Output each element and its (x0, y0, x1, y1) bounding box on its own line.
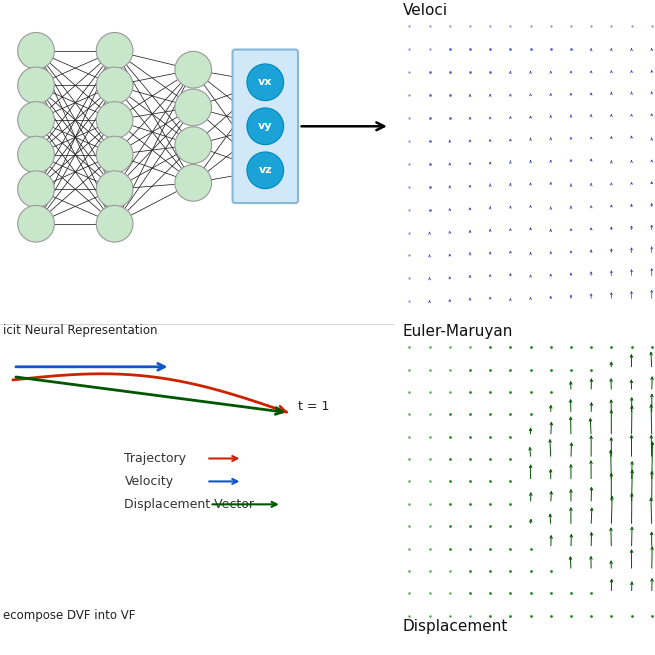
FancyBboxPatch shape (233, 50, 298, 203)
Circle shape (175, 89, 212, 126)
Circle shape (96, 33, 133, 69)
Text: vx: vx (258, 77, 272, 87)
Text: Trajectory: Trajectory (124, 452, 187, 465)
Text: t = 1: t = 1 (298, 400, 329, 413)
Circle shape (96, 136, 133, 173)
Circle shape (96, 67, 133, 103)
Text: Velocity: Velocity (124, 475, 174, 488)
Text: Veloci: Veloci (403, 3, 448, 18)
Circle shape (96, 102, 133, 138)
Circle shape (18, 67, 54, 103)
Text: vz: vz (259, 165, 272, 176)
Text: Displacement Vector: Displacement Vector (124, 498, 254, 511)
Text: Displacement: Displacement (403, 619, 508, 634)
Circle shape (247, 152, 284, 189)
Circle shape (175, 51, 212, 88)
Circle shape (18, 33, 54, 69)
Circle shape (247, 108, 284, 145)
Text: Euler-Maruyan: Euler-Maruyan (403, 324, 514, 339)
Circle shape (96, 206, 133, 242)
Circle shape (175, 164, 212, 201)
Circle shape (18, 206, 54, 242)
Circle shape (18, 102, 54, 138)
Text: vy: vy (258, 121, 272, 131)
Circle shape (18, 136, 54, 173)
Text: icit Neural Representation: icit Neural Representation (3, 324, 158, 337)
Circle shape (175, 127, 212, 164)
Circle shape (247, 64, 284, 101)
Circle shape (96, 171, 133, 208)
Text: ecompose DVF into VF: ecompose DVF into VF (3, 609, 136, 622)
Circle shape (18, 171, 54, 208)
